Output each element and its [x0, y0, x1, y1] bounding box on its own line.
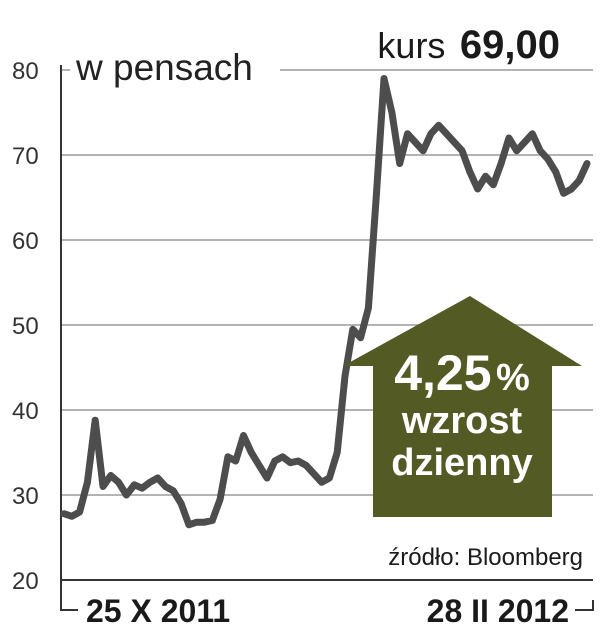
- unit-label: w pensach: [75, 47, 253, 88]
- price-line: [60, 75, 591, 529]
- callout-line2: dzienny: [391, 442, 532, 484]
- y-tick-label: 80: [12, 58, 39, 85]
- growth-callout: 4,25 % wzrost dzienny: [343, 296, 582, 517]
- y-tick-label: 60: [12, 228, 39, 255]
- x-end-label: 28 II 2012: [427, 593, 569, 629]
- x-axis-range: 25 X 2011 28 II 2012: [60, 593, 594, 629]
- y-tick-label: 20: [12, 568, 39, 595]
- y-tick-label: 70: [12, 143, 39, 170]
- y-tick-labels: 20 30 40 50 60 70 80: [12, 58, 39, 595]
- y-tick-label: 40: [12, 398, 39, 425]
- y-tick-label: 30: [12, 483, 39, 510]
- x-start-label: 25 X 2011: [86, 593, 230, 629]
- source-label: źródło: Bloomberg: [388, 544, 583, 571]
- price-label: kurs: [377, 25, 445, 66]
- range-bracket-left: [60, 600, 78, 611]
- callout-percent: 4,25 %: [394, 345, 530, 401]
- unit-label-backing: [70, 46, 280, 90]
- callout-percent-value: 4,25: [394, 345, 491, 401]
- up-arrow-icon: [343, 296, 582, 517]
- y-tick-label: 50: [12, 313, 39, 340]
- range-bracket-right: [575, 600, 594, 611]
- price-header: kurs 69,00: [377, 23, 560, 67]
- price-value: 69,00: [460, 23, 560, 67]
- callout-line1: wzrost: [401, 400, 523, 442]
- callout-percent-sign: %: [496, 357, 530, 399]
